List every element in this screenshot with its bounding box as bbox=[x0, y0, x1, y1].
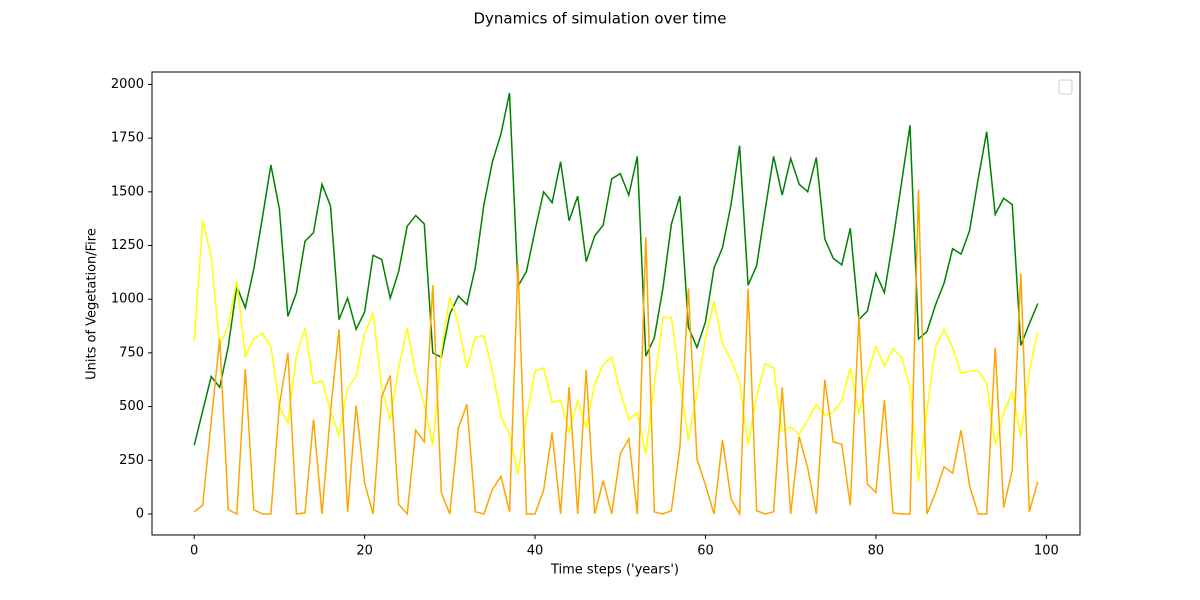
plot-area bbox=[193, 92, 1039, 517]
y-axis-label: Units of Vegetation/Fire bbox=[85, 228, 100, 380]
x-tick-label: 80 bbox=[868, 544, 885, 559]
y-tick-label: 1000 bbox=[111, 292, 144, 307]
y-tick-label: 500 bbox=[119, 399, 144, 414]
y-tick-label: 1250 bbox=[111, 238, 144, 253]
x-tick-label: 60 bbox=[697, 544, 714, 559]
y-tick-label: 2000 bbox=[111, 77, 144, 92]
x-tick-label: 40 bbox=[527, 544, 544, 559]
x-tick-label: 0 bbox=[190, 544, 198, 559]
x-tick-label: 100 bbox=[1034, 544, 1059, 559]
series-line bbox=[193, 189, 1039, 517]
y-tick-label: 250 bbox=[119, 453, 144, 468]
y-tick-label: 0 bbox=[136, 506, 144, 521]
series-line bbox=[193, 92, 1039, 446]
x-tick-label: 20 bbox=[356, 544, 373, 559]
legend bbox=[1058, 79, 1073, 95]
y-tick-label: 1500 bbox=[111, 184, 144, 199]
x-axis-label: Time steps ('years') bbox=[550, 563, 679, 578]
axes-frame bbox=[151, 71, 1081, 536]
y-tick-label: 1750 bbox=[111, 131, 144, 146]
series-line bbox=[193, 220, 1039, 482]
y-tick-label: 750 bbox=[119, 345, 144, 360]
chart-title: Dynamics of simulation over time bbox=[473, 10, 726, 28]
